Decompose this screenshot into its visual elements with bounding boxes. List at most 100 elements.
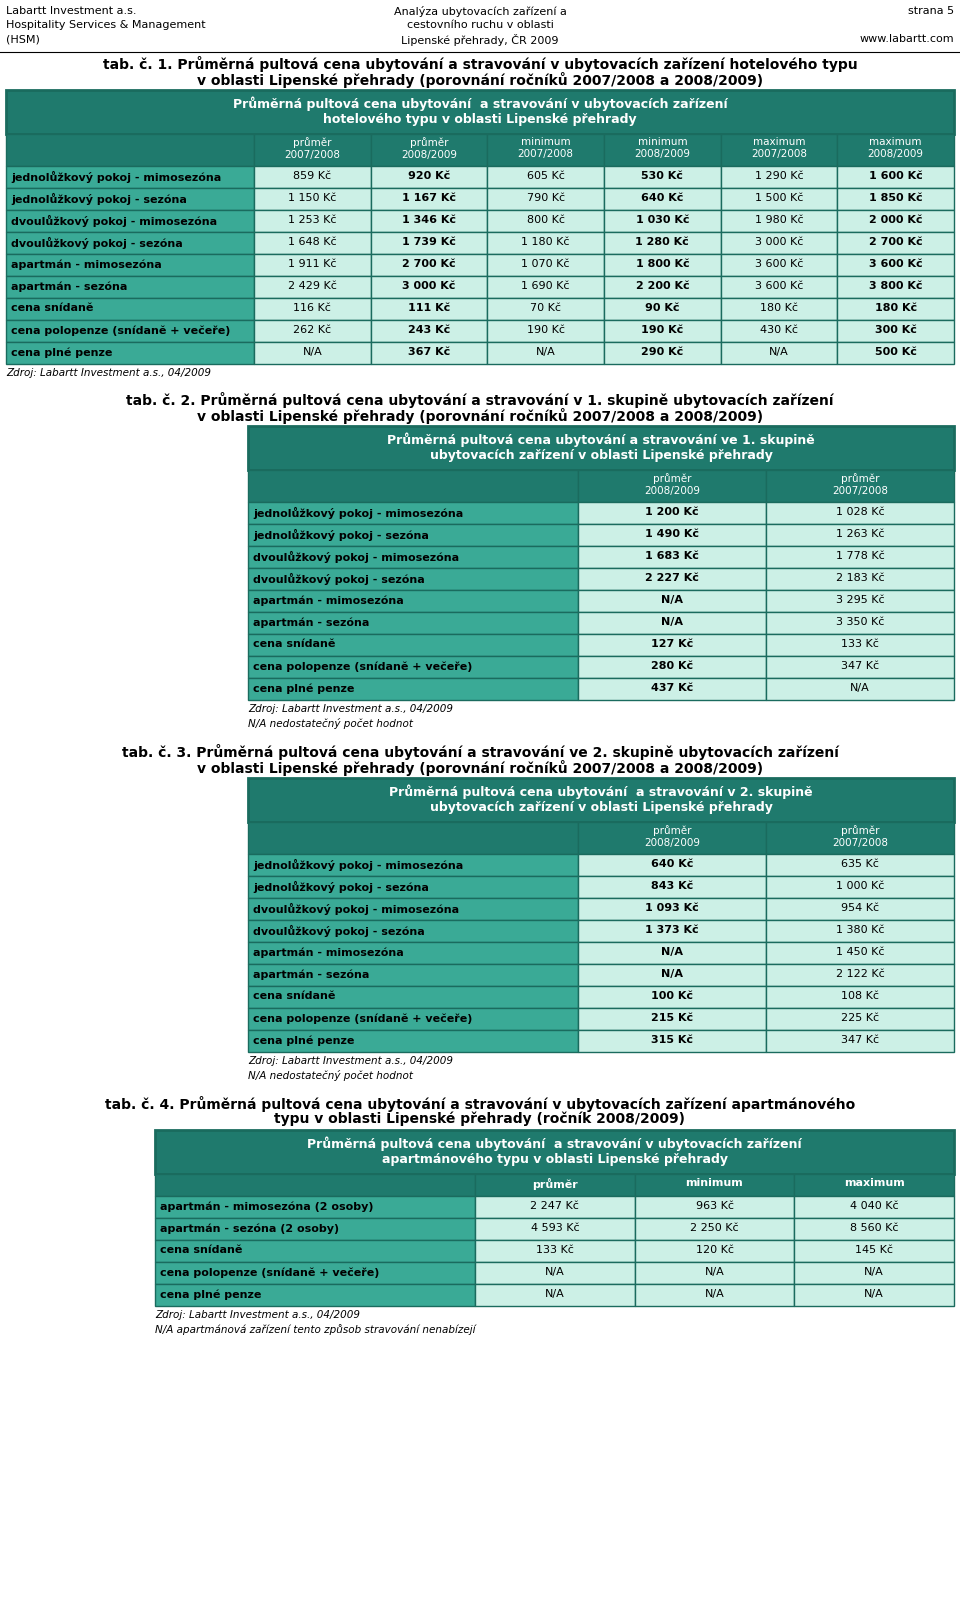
Text: 111 Kč: 111 Kč	[408, 303, 450, 313]
Bar	[766, 921, 954, 942]
Text: 127 Kč: 127 Kč	[651, 638, 693, 650]
Bar	[766, 613, 954, 634]
Text: 2 122 Kč: 2 122 Kč	[835, 969, 884, 978]
Text: 300 Kč: 300 Kč	[875, 326, 917, 335]
Bar	[254, 253, 371, 276]
Text: minimum
2008/2009: minimum 2008/2009	[635, 136, 690, 159]
Bar	[837, 253, 954, 276]
Text: N/A: N/A	[661, 595, 683, 605]
Bar	[475, 1217, 635, 1240]
Text: 430 Kč: 430 Kč	[760, 326, 798, 335]
Bar	[721, 165, 837, 188]
Text: 1 690 Kč: 1 690 Kč	[521, 281, 570, 290]
Bar	[837, 321, 954, 342]
Bar	[578, 898, 766, 921]
Bar	[254, 342, 371, 364]
Bar	[248, 568, 578, 590]
Bar	[6, 90, 954, 135]
Text: Hospitality Services & Management: Hospitality Services & Management	[6, 19, 205, 30]
Bar	[488, 253, 604, 276]
Bar	[604, 188, 721, 210]
Text: cena snídaně: cena snídaně	[11, 303, 93, 313]
Bar	[488, 135, 604, 165]
Text: 133 Kč: 133 Kč	[536, 1245, 574, 1254]
Bar	[578, 964, 766, 986]
Bar	[155, 1217, 475, 1240]
Bar	[794, 1217, 954, 1240]
Bar	[578, 921, 766, 942]
Text: Průměrná pultová cena ubytování  a stravování v ubytovacích zařízení
apartmánové: Průměrná pultová cena ubytování a stravo…	[307, 1136, 802, 1166]
Text: cestovního ruchu v oblasti: cestovního ruchu v oblasti	[407, 19, 553, 30]
Text: maximum: maximum	[844, 1177, 904, 1189]
Text: 3 800 Kč: 3 800 Kč	[869, 281, 923, 290]
Text: 4 593 Kč: 4 593 Kč	[531, 1222, 579, 1233]
Bar	[635, 1262, 794, 1283]
Text: jednolůžkový pokoj - sezóna: jednolůžkový pokoj - sezóna	[11, 192, 187, 205]
Bar	[721, 135, 837, 165]
Bar	[488, 210, 604, 233]
Bar	[837, 233, 954, 253]
Text: 347 Kč: 347 Kč	[841, 661, 879, 670]
Text: 215 Kč: 215 Kč	[651, 1014, 693, 1023]
Bar	[155, 1262, 475, 1283]
Text: 1 490 Kč: 1 490 Kč	[645, 529, 699, 539]
Text: jednolůžkový pokoj - mimosezóna: jednolůžkový pokoj - mimosezóna	[11, 172, 221, 183]
Text: 315 Kč: 315 Kč	[651, 1035, 693, 1044]
Bar	[248, 964, 578, 986]
Text: 290 Kč: 290 Kč	[641, 346, 684, 358]
Text: 367 Kč: 367 Kč	[408, 346, 450, 358]
Bar	[254, 135, 371, 165]
Text: Analýza ubytovacích zařízení a: Analýza ubytovacích zařízení a	[394, 6, 566, 18]
Text: dvoulůžkový pokoj - mimosezóna: dvoulůžkový pokoj - mimosezóna	[253, 552, 459, 563]
Text: 1 346 Kč: 1 346 Kč	[402, 215, 456, 225]
Bar	[604, 210, 721, 233]
Bar	[721, 276, 837, 298]
Bar	[766, 678, 954, 699]
Text: 1 093 Kč: 1 093 Kč	[645, 903, 699, 913]
Bar	[721, 342, 837, 364]
Text: 108 Kč: 108 Kč	[841, 991, 879, 1001]
Text: 790 Kč: 790 Kč	[527, 192, 564, 204]
Text: cena polopenze (snídaně + večeře): cena polopenze (snídaně + večeře)	[11, 326, 230, 335]
Bar	[254, 188, 371, 210]
Text: dvoulůžkový pokoj - sezóna: dvoulůžkový pokoj - sezóna	[11, 237, 182, 249]
Text: 2 000 Kč: 2 000 Kč	[869, 215, 923, 225]
Bar	[604, 233, 721, 253]
Bar	[6, 342, 254, 364]
Text: 225 Kč: 225 Kč	[841, 1014, 879, 1023]
Bar	[578, 986, 766, 1007]
Text: apartmán - mimosezóna: apartmán - mimosezóna	[253, 595, 404, 605]
Text: 640 Kč: 640 Kč	[641, 192, 684, 204]
Bar	[248, 634, 578, 656]
Bar	[248, 898, 578, 921]
Bar	[371, 165, 488, 188]
Bar	[766, 986, 954, 1007]
Bar	[488, 233, 604, 253]
Text: 1 380 Kč: 1 380 Kč	[836, 926, 884, 935]
Text: 963 Kč: 963 Kč	[695, 1201, 733, 1211]
Bar	[254, 321, 371, 342]
Bar	[248, 821, 578, 853]
Bar	[371, 342, 488, 364]
Text: 180 Kč: 180 Kč	[760, 303, 798, 313]
Bar	[794, 1197, 954, 1217]
Text: 1 263 Kč: 1 263 Kč	[836, 529, 884, 539]
Bar	[578, 545, 766, 568]
Text: v oblasti Lipenské přehrady (porovnání ročníků 2007/2008 a 2008/2009): v oblasti Lipenské přehrady (porovnání r…	[197, 407, 763, 423]
Bar	[837, 188, 954, 210]
Bar	[248, 613, 578, 634]
Text: 120 Kč: 120 Kč	[695, 1245, 733, 1254]
Text: 1 648 Kč: 1 648 Kč	[288, 237, 337, 247]
Text: tab. č. 2. Průměrná pultová cena ubytování a stravování v 1. skupině ubytovacích: tab. č. 2. Průměrná pultová cena ubytová…	[127, 391, 833, 407]
Bar	[248, 525, 578, 545]
Text: 2 247 Kč: 2 247 Kč	[530, 1201, 579, 1211]
Bar	[766, 853, 954, 876]
Bar	[475, 1262, 635, 1283]
Text: N/A: N/A	[769, 346, 789, 358]
Text: průměr
2008/2009: průměr 2008/2009	[644, 473, 700, 496]
Bar	[254, 165, 371, 188]
Text: 3 600 Kč: 3 600 Kč	[755, 281, 804, 290]
Bar	[837, 135, 954, 165]
Bar	[6, 253, 254, 276]
Text: Lipenské přehrady, ČR 2009: Lipenské přehrady, ČR 2009	[401, 34, 559, 47]
